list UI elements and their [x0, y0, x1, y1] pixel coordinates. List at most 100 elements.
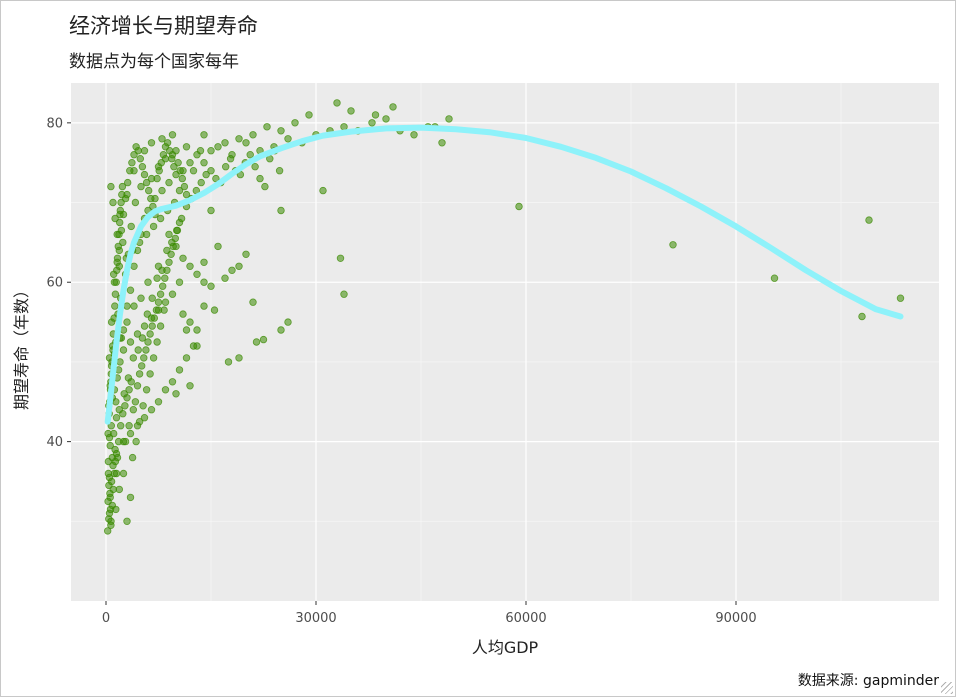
data-point	[140, 170, 149, 179]
chart-subtitle: 数据点为每个国家每年	[69, 52, 239, 72]
data-point	[207, 166, 215, 175]
data-point	[147, 406, 156, 414]
data-point	[138, 334, 147, 342]
data-point	[172, 390, 180, 398]
data-point	[161, 298, 170, 306]
data-point	[186, 318, 194, 326]
data-point	[115, 218, 124, 227]
data-point	[117, 198, 125, 207]
data-point	[896, 294, 905, 302]
data-point	[140, 322, 149, 330]
data-point	[119, 346, 128, 354]
data-point	[214, 143, 222, 151]
data-point	[156, 322, 165, 330]
data-point	[242, 139, 250, 147]
data-point	[153, 338, 161, 346]
data-point	[137, 362, 146, 370]
data-point	[157, 158, 165, 167]
data-point	[865, 216, 873, 224]
data-point	[113, 266, 121, 274]
chart-title: 经济增长与期望寿命	[69, 14, 258, 38]
data-point	[221, 274, 229, 282]
data-point	[163, 139, 172, 147]
data-point	[155, 166, 163, 175]
data-point	[119, 469, 128, 478]
data-point	[389, 103, 397, 111]
x-tick-label: 30000	[295, 611, 336, 626]
data-point	[261, 182, 269, 191]
data-point	[153, 274, 161, 282]
data-point	[228, 266, 236, 274]
data-point	[333, 99, 341, 107]
data-point	[125, 386, 133, 394]
data-point	[144, 278, 152, 286]
data-point	[123, 318, 131, 326]
data-point	[340, 123, 348, 131]
data-point	[134, 146, 142, 155]
data-point	[212, 174, 220, 183]
data-point	[165, 146, 174, 155]
data-point	[249, 131, 257, 139]
data-point	[172, 146, 180, 155]
data-point	[200, 302, 208, 310]
data-point	[277, 127, 285, 135]
data-point	[410, 131, 418, 139]
data-point	[340, 290, 348, 298]
data-point	[104, 429, 112, 438]
data-point	[336, 254, 345, 262]
data-point	[200, 158, 208, 167]
data-point	[130, 262, 138, 270]
data-point	[130, 302, 138, 310]
data-point	[445, 115, 453, 123]
y-tick-label: 40	[46, 435, 63, 450]
data-point	[127, 378, 135, 386]
data-point	[152, 306, 161, 314]
data-point	[207, 146, 215, 155]
data-point	[235, 262, 243, 270]
data-point	[165, 258, 173, 266]
data-point	[112, 278, 120, 286]
data-point	[144, 186, 153, 195]
data-point	[123, 517, 131, 525]
data-point	[112, 469, 121, 478]
data-point	[112, 505, 120, 514]
y-tick-label: 60	[46, 276, 63, 291]
resize-grip-icon[interactable]	[941, 682, 953, 694]
data-point	[186, 382, 194, 390]
data-point	[207, 206, 215, 215]
data-point	[132, 437, 140, 446]
x-tick-label: 90000	[715, 611, 756, 626]
x-tick-label: 60000	[505, 611, 546, 626]
data-point	[123, 302, 131, 310]
data-point	[284, 318, 292, 326]
data-point	[138, 162, 147, 171]
data-point	[284, 135, 292, 143]
data-point	[186, 158, 194, 167]
data-point	[137, 294, 145, 302]
y-axis-ticks: 40 60 80	[46, 116, 71, 450]
data-point	[173, 226, 182, 235]
data-point	[118, 190, 126, 199]
data-point	[133, 330, 142, 338]
data-point	[221, 139, 229, 147]
data-point	[150, 314, 158, 322]
data-point	[251, 162, 259, 171]
data-point	[259, 335, 268, 344]
data-point	[221, 162, 230, 171]
data-point	[770, 274, 779, 282]
data-point	[125, 422, 133, 430]
data-point	[200, 258, 208, 266]
data-point	[142, 230, 151, 239]
data-point	[161, 386, 170, 394]
data-point	[116, 358, 124, 366]
data-point	[669, 241, 677, 249]
data-point	[109, 198, 117, 207]
data-point	[127, 222, 135, 231]
x-tick-label: 0	[102, 611, 110, 626]
data-point	[156, 290, 165, 298]
data-point	[111, 214, 119, 223]
data-point	[111, 290, 120, 298]
data-point	[142, 178, 151, 187]
data-point	[168, 154, 176, 163]
data-point	[133, 382, 142, 390]
